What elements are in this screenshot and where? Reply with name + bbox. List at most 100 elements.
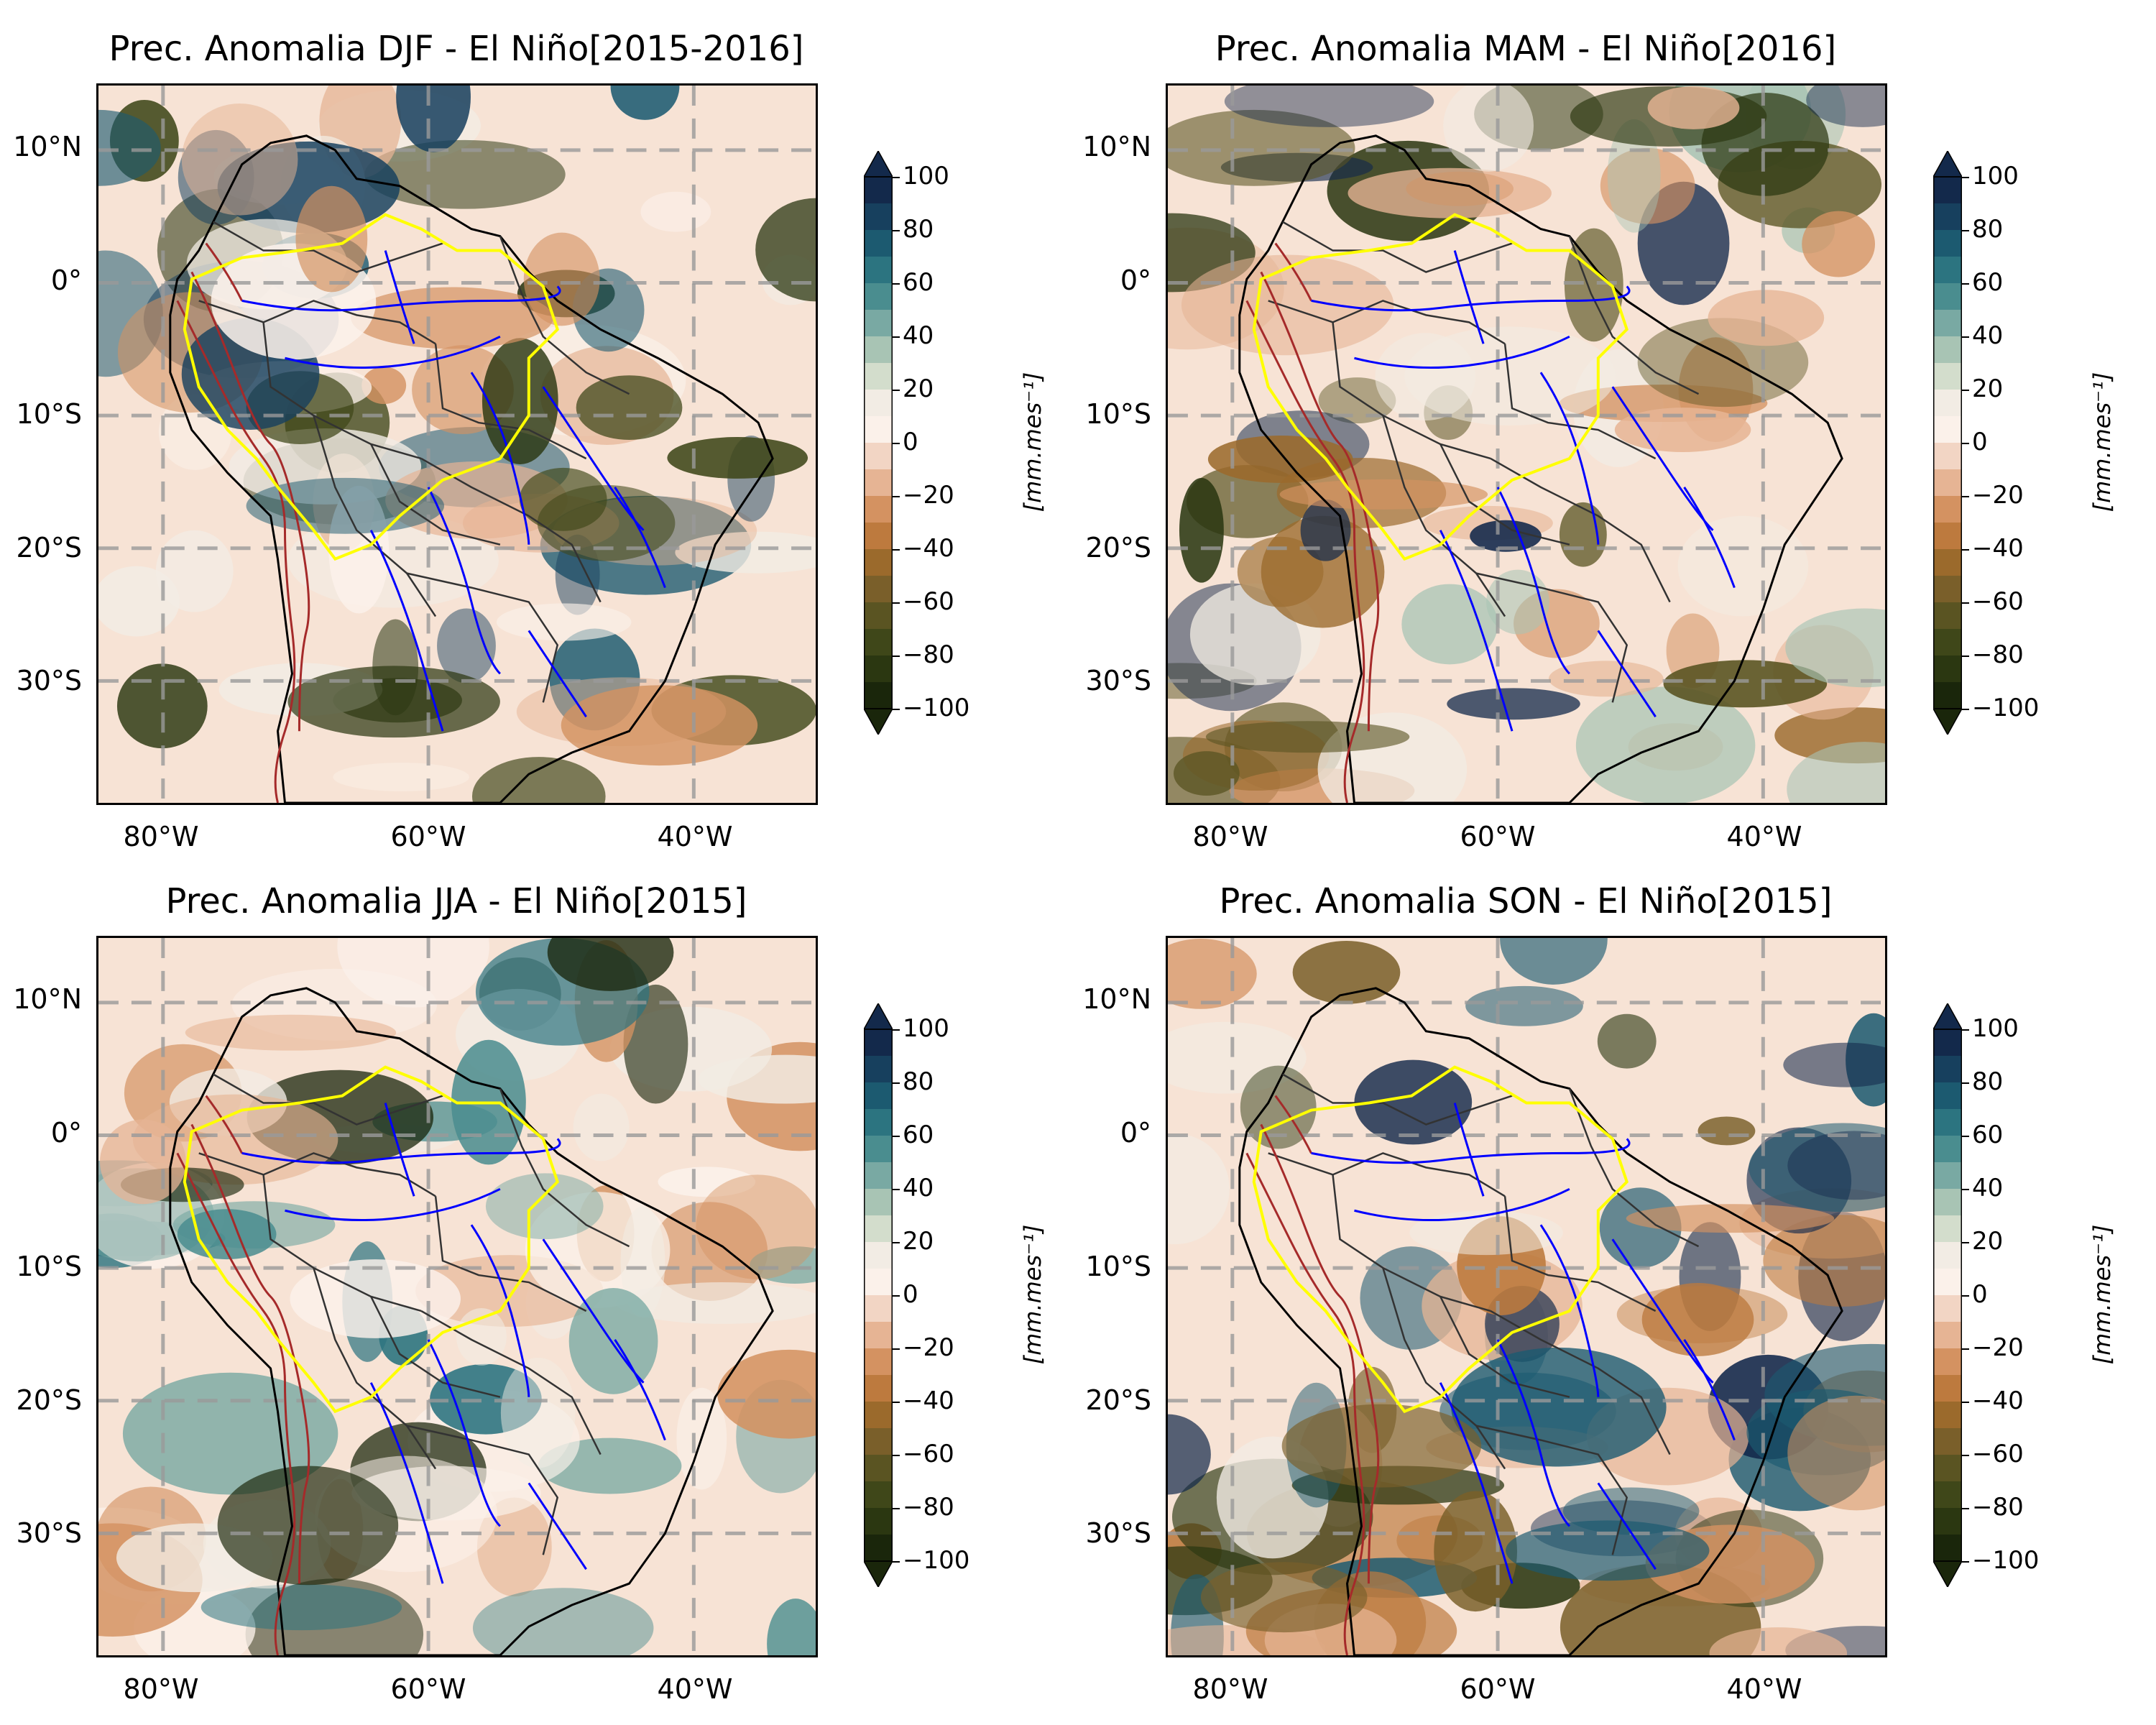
- colorbar-tick-label: −100: [1972, 694, 2040, 722]
- colorbar-segment: [864, 1375, 893, 1402]
- colorbar-segment: [1933, 336, 1962, 364]
- lon-label: 80°W: [1192, 821, 1268, 852]
- colorbar-tick-mark: [1962, 1242, 1969, 1243]
- river-line: [369, 1382, 444, 1584]
- colorbar-tick-label: −80: [903, 1493, 954, 1522]
- colorbar-tick-mark: [893, 1561, 900, 1563]
- country-border: [1439, 1296, 1570, 1398]
- river-line: [614, 487, 666, 589]
- continent-outline: [1238, 134, 1843, 803]
- anomaly-patch: [1626, 1204, 1835, 1233]
- colorbar-segment: [864, 363, 893, 390]
- colorbar-tick-mark: [1962, 443, 1969, 444]
- colorbar-segment: [864, 1082, 893, 1110]
- anomaly-patch: [471, 757, 606, 803]
- anomaly-patch: [1785, 608, 1885, 688]
- continent-outline: [169, 987, 774, 1655]
- colorbar-tick-mark: [1962, 390, 1969, 391]
- colorbar-tick-label: 100: [1972, 162, 2019, 190]
- river-line: [1453, 250, 1485, 344]
- relief-contour: [1245, 1152, 1365, 1655]
- anomaly-patch: [1281, 1404, 1482, 1488]
- anomaly-patch: [98, 109, 161, 186]
- colorbar-tick-mark: [1962, 1029, 1969, 1031]
- lat-label: 10°S: [16, 1251, 82, 1282]
- colorbar-segment: [1933, 1455, 1962, 1482]
- anomaly-patch: [717, 1349, 816, 1439]
- colorbar-segment: [864, 602, 893, 630]
- colorbar-segment: [1933, 203, 1962, 231]
- anomaly-patch: [1600, 147, 1695, 224]
- river-line: [369, 530, 444, 732]
- anomaly-patch: [1709, 1627, 1848, 1655]
- anomaly-patch: [547, 938, 674, 991]
- colorbar-tick-mark: [893, 496, 900, 497]
- colorbar-extend-top: [862, 150, 894, 178]
- relief-contour: [1274, 1095, 1312, 1154]
- river-line: [1439, 530, 1514, 732]
- anomaly-patch: [361, 367, 407, 405]
- anomaly-patch: [523, 232, 600, 326]
- country-border: [1382, 1267, 1506, 1470]
- colorbar-segment: [1933, 682, 1962, 709]
- river-line: [1354, 1187, 1570, 1222]
- relief-contour: [190, 271, 310, 732]
- colorbar-segment: [1933, 602, 1962, 630]
- colorbar-extend-bottom: [862, 1560, 894, 1588]
- country-border: [499, 236, 630, 395]
- colorbar-segment: [864, 1109, 893, 1136]
- colorbar-tick-label: 20: [1972, 374, 2004, 403]
- anomaly-patch: [750, 1246, 816, 1284]
- colorbar-tick-label: 60: [1972, 1121, 2004, 1149]
- colorbar-segment: [1933, 1295, 1962, 1322]
- country-border: [1568, 236, 1700, 395]
- anomaly-patch: [1559, 502, 1607, 567]
- country-border: [1490, 1310, 1671, 1455]
- lon-label: 40°W: [657, 1673, 733, 1705]
- colorbar-segment: [864, 1189, 893, 1216]
- relief-contour: [205, 1095, 243, 1154]
- colorbar-tick-mark: [893, 390, 900, 391]
- anomaly-patch: [1168, 939, 1257, 1009]
- colorbar-segment: [864, 283, 893, 310]
- colorbar-tick-label: −100: [903, 1546, 970, 1575]
- country-border: [213, 221, 443, 273]
- river-line: [1597, 1482, 1657, 1570]
- anomaly-patch: [1548, 661, 1664, 697]
- anomaly-patch: [651, 1202, 768, 1301]
- colorbar-tick-mark: [893, 1189, 900, 1190]
- colorbar-mam: [1932, 150, 1963, 736]
- colorbar-segment: [864, 1348, 893, 1376]
- colorbar-extend-bottom: [1932, 708, 1963, 736]
- colorbar-segment: [864, 336, 893, 364]
- colorbar-tick-label: 80: [903, 215, 934, 244]
- lat-label: 30°S: [1085, 665, 1151, 696]
- lat-label: 10°S: [16, 398, 82, 430]
- continent-outline: [1238, 987, 1843, 1655]
- anomaly-patch: [99, 1119, 186, 1205]
- anomaly-patch: [1749, 1123, 1885, 1213]
- colorbar-segment: [1933, 549, 1962, 576]
- anomaly-patch: [1697, 1116, 1756, 1146]
- anomaly-patch: [1447, 688, 1580, 720]
- colorbar-tick-mark: [1962, 283, 1969, 285]
- river-line: [1597, 630, 1657, 718]
- colorbar-segment: [1933, 1056, 1962, 1083]
- colorbar-tick-label: 80: [1972, 215, 2004, 244]
- colorbar-segment: [864, 1029, 893, 1057]
- panel-title-mam: Prec. Anomalia MAM - El Niño[2016]: [1215, 29, 1837, 69]
- colorbar-segment: [1933, 363, 1962, 390]
- anomaly-patch: [561, 685, 758, 766]
- colorbar-tick-label: −20: [903, 1333, 954, 1362]
- anomaly-patch: [658, 1167, 756, 1197]
- colorbar-tick-mark: [893, 1508, 900, 1509]
- colorbar-segment: [1933, 523, 1962, 550]
- colorbar-segment: [1933, 1481, 1962, 1509]
- colorbar-tick-label: −80: [1972, 1493, 2024, 1522]
- lat-label: 20°S: [1085, 532, 1151, 564]
- colorbar-tick-mark: [893, 1455, 900, 1456]
- colorbar-segment: [864, 390, 893, 417]
- basin-outline: [183, 213, 560, 561]
- lat-label: 0°: [1120, 264, 1151, 296]
- country-border: [313, 415, 437, 617]
